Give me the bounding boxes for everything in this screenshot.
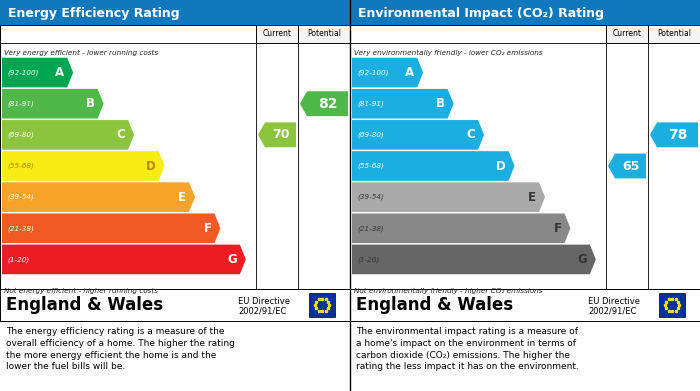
Polygon shape	[300, 91, 348, 116]
Bar	[350, 25, 700, 289]
Polygon shape	[2, 213, 220, 243]
Polygon shape	[352, 120, 484, 150]
Bar	[0, 289, 350, 321]
Text: 82: 82	[318, 97, 337, 111]
Text: (1-20): (1-20)	[7, 256, 29, 263]
Text: A: A	[55, 66, 64, 79]
Text: E: E	[528, 191, 536, 204]
Bar	[350, 289, 700, 321]
Polygon shape	[2, 120, 134, 150]
Polygon shape	[352, 182, 545, 212]
Text: The energy efficiency rating is a measure of the
overall efficiency of a home. T: The energy efficiency rating is a measur…	[6, 327, 235, 371]
Text: (55-68): (55-68)	[7, 163, 34, 169]
Text: (81-91): (81-91)	[357, 100, 384, 107]
Text: G: G	[227, 253, 237, 266]
Text: EU Directive: EU Directive	[238, 297, 290, 306]
Bar	[0, 0, 350, 25]
Bar	[350, 0, 700, 25]
Text: (1-20): (1-20)	[357, 256, 379, 263]
Text: B: B	[85, 97, 94, 110]
Text: (92-100): (92-100)	[7, 69, 38, 76]
Bar	[0, 25, 350, 289]
Text: (55-68): (55-68)	[357, 163, 384, 169]
Text: (92-100): (92-100)	[357, 69, 388, 76]
Bar	[309, 293, 335, 317]
Bar	[256, 25, 298, 43]
Text: EU Directive: EU Directive	[588, 297, 640, 306]
Text: C: C	[466, 128, 475, 142]
Text: E: E	[178, 191, 186, 204]
Bar	[659, 293, 685, 317]
Text: Environmental Impact (CO₂) Rating: Environmental Impact (CO₂) Rating	[358, 7, 604, 20]
Text: (21-38): (21-38)	[7, 225, 34, 231]
Text: D: D	[146, 160, 155, 172]
Text: Current: Current	[262, 29, 291, 38]
Bar	[606, 25, 648, 43]
Text: Not energy efficient - higher running costs: Not energy efficient - higher running co…	[4, 288, 158, 294]
Polygon shape	[258, 122, 296, 147]
Text: Potential: Potential	[657, 29, 691, 38]
Text: F: F	[554, 222, 561, 235]
Text: 2002/91/EC: 2002/91/EC	[238, 306, 286, 315]
Text: (69-80): (69-80)	[357, 132, 384, 138]
Text: Very energy efficient - lower running costs: Very energy efficient - lower running co…	[4, 50, 158, 56]
Polygon shape	[352, 58, 423, 88]
Polygon shape	[608, 154, 646, 178]
Text: Very environmentally friendly - lower CO₂ emissions: Very environmentally friendly - lower CO…	[354, 50, 542, 56]
Text: (39-54): (39-54)	[7, 194, 34, 201]
Text: F: F	[204, 222, 211, 235]
Text: Potential: Potential	[307, 29, 341, 38]
Text: G: G	[577, 253, 587, 266]
Polygon shape	[2, 182, 195, 212]
Polygon shape	[650, 122, 698, 147]
Text: Current: Current	[612, 29, 641, 38]
Text: (69-80): (69-80)	[7, 132, 34, 138]
Text: 70: 70	[272, 128, 289, 142]
Text: Not environmentally friendly - higher CO₂ emissions: Not environmentally friendly - higher CO…	[354, 288, 542, 294]
Bar	[298, 25, 350, 43]
Text: 78: 78	[668, 128, 687, 142]
Text: C: C	[116, 128, 125, 142]
Text: Energy Efficiency Rating: Energy Efficiency Rating	[8, 7, 180, 20]
Polygon shape	[2, 58, 73, 88]
Polygon shape	[352, 151, 514, 181]
Polygon shape	[352, 245, 596, 274]
Text: The environmental impact rating is a measure of
a home's impact on the environme: The environmental impact rating is a mea…	[356, 327, 579, 371]
Text: B: B	[435, 97, 444, 110]
Polygon shape	[2, 151, 164, 181]
Text: (39-54): (39-54)	[357, 194, 384, 201]
Polygon shape	[352, 89, 454, 118]
Polygon shape	[2, 89, 104, 118]
Text: England & Wales: England & Wales	[6, 296, 163, 314]
Text: A: A	[405, 66, 414, 79]
Text: 2002/91/EC: 2002/91/EC	[588, 306, 636, 315]
Text: 65: 65	[622, 160, 639, 172]
Text: England & Wales: England & Wales	[356, 296, 513, 314]
Polygon shape	[352, 213, 570, 243]
Text: (81-91): (81-91)	[7, 100, 34, 107]
Text: D: D	[496, 160, 505, 172]
Bar	[648, 25, 700, 43]
Polygon shape	[2, 245, 246, 274]
Text: (21-38): (21-38)	[357, 225, 384, 231]
